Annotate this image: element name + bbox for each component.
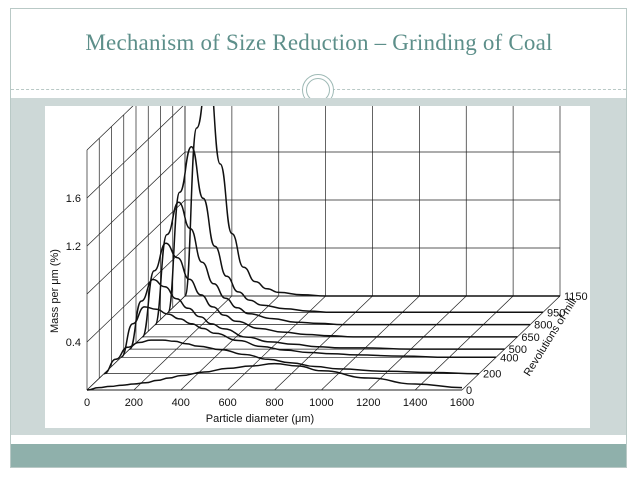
y-tick-label: 0.4 [66,337,81,349]
x-tick-label: 1600 [450,397,474,409]
series-line [86,362,463,391]
chart-background [45,106,590,428]
left-wall-gridline [86,106,184,199]
series-line [103,339,480,375]
y-tick-label: 1.6 [66,193,81,205]
series-line [154,201,531,326]
series-line [141,242,518,338]
z-tick-label: 500 [509,344,527,356]
footer-bar [11,444,626,467]
x-tick-label: 400 [172,397,190,409]
series-line [120,306,497,359]
series-line [184,106,560,297]
waterfall-chart: 0 200 400 600 800 1000 1200 1400 16000.41.21.602… [45,106,590,428]
x-tick-label: 600 [218,397,236,409]
z-tick-label: 400 [500,352,518,364]
floor-gridline [180,295,279,391]
x-tick-label: 200 [125,397,143,409]
x-tick-label: 0 [84,397,90,409]
left-wall-gridline [86,151,186,247]
x-axis-label: Particle diameter (μm) [206,413,314,425]
z-tick-label: 1150 [564,291,588,303]
x-tick-label: 1200 [356,397,380,409]
x-tick-label: 1000 [309,397,333,409]
chart-ticks: 0 200 400 600 800 1000 1200 1400 16000.41.21.602… [66,193,588,409]
slide-title: Mechanism of Size Reduction – Grinding o… [85,30,553,55]
z-tick-label: 800 [534,320,552,332]
z-tick-label: 650 [521,332,539,344]
z-tick-label: 200 [483,369,501,381]
x-tick-label: 800 [265,397,283,409]
y-tick-label: 1.2 [66,241,81,253]
x-tick-label: 1400 [403,397,427,409]
chart-curves [86,106,560,391]
left-wall-gridline [86,106,134,151]
left-wall-gridline [86,199,186,295]
y-axis-label: Mass per μm (%) [49,249,61,333]
z-tick-label: 950 [547,307,565,319]
series-line [167,145,543,314]
series-line [128,278,505,350]
z-tick-label: 0 [466,385,472,397]
left-wall-gridline [86,247,186,343]
